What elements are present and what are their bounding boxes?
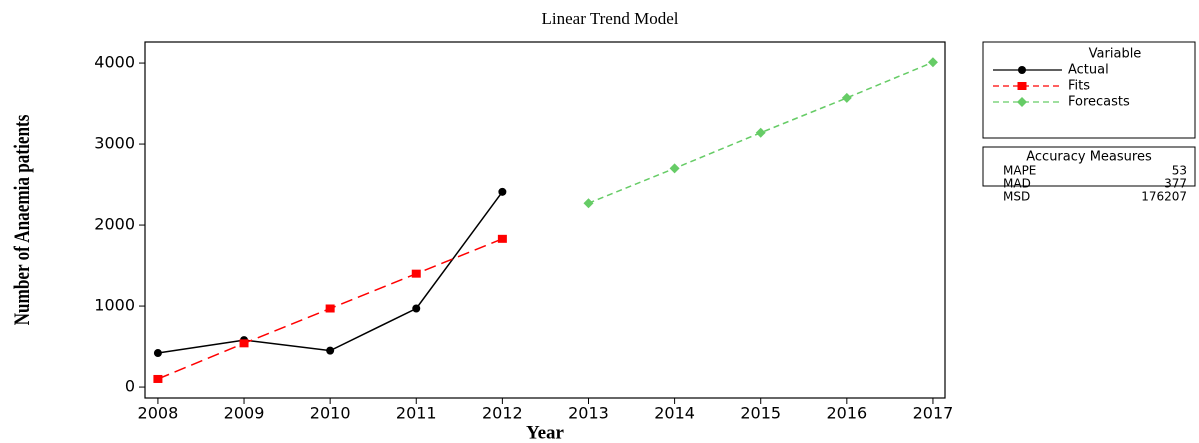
- x-tick-label: 2014: [654, 404, 695, 423]
- y-axis-label: Number of Anaemia patients: [10, 114, 35, 325]
- point: [497, 234, 507, 243]
- series-line: [157, 191, 503, 354]
- measure-value: 176207: [1141, 190, 1187, 204]
- legend-label: Actual: [1068, 63, 1109, 78]
- x-tick-label: 2017: [913, 404, 954, 423]
- point: [325, 304, 335, 313]
- measure-name: MSD: [1003, 190, 1030, 204]
- point: [669, 163, 680, 174]
- plot-frame: [144, 41, 946, 399]
- y-tick-label: 0: [125, 377, 135, 396]
- accuracy-title: Accuracy Measures: [1026, 150, 1152, 165]
- point: [583, 198, 594, 209]
- legend-title: Variable: [1089, 47, 1142, 62]
- y-tick-label: 3000: [94, 134, 135, 153]
- point: [927, 57, 938, 68]
- x-tick-label: 2009: [224, 404, 265, 423]
- x-tick-label: 2012: [482, 404, 523, 423]
- point: [326, 346, 335, 355]
- measure-name: MAPE: [1003, 164, 1036, 178]
- x-tick-label: 2016: [826, 404, 867, 423]
- point: [412, 304, 421, 313]
- y-tick-label: 2000: [94, 215, 135, 234]
- y-tick-label: 1000: [94, 296, 135, 315]
- measure-value: 377: [1164, 177, 1187, 191]
- x-axis-label: Year: [526, 422, 565, 443]
- chart-title: Linear Trend Model: [542, 9, 679, 28]
- point: [239, 339, 249, 348]
- point: [1017, 97, 1027, 107]
- point: [1018, 66, 1026, 74]
- measure-value: 53: [1172, 164, 1187, 178]
- point: [153, 349, 162, 358]
- point: [841, 92, 852, 103]
- point: [411, 269, 421, 278]
- point: [1017, 82, 1027, 90]
- y-tick-label: 4000: [94, 53, 135, 72]
- legend-box: [982, 41, 1196, 139]
- point: [153, 374, 163, 383]
- legend-label: Fits: [1068, 79, 1090, 94]
- x-tick-label: 2013: [568, 404, 609, 423]
- series-line: [588, 61, 934, 204]
- x-tick-label: 2008: [138, 404, 179, 423]
- legend-label: Forecasts: [1068, 95, 1130, 110]
- x-tick-label: 2015: [740, 404, 781, 423]
- accuracy-box: [982, 146, 1196, 187]
- x-tick-label: 2011: [396, 404, 437, 423]
- point: [755, 127, 766, 138]
- point: [498, 187, 507, 196]
- measure-name: MAD: [1003, 177, 1031, 191]
- x-tick-label: 2010: [310, 404, 351, 423]
